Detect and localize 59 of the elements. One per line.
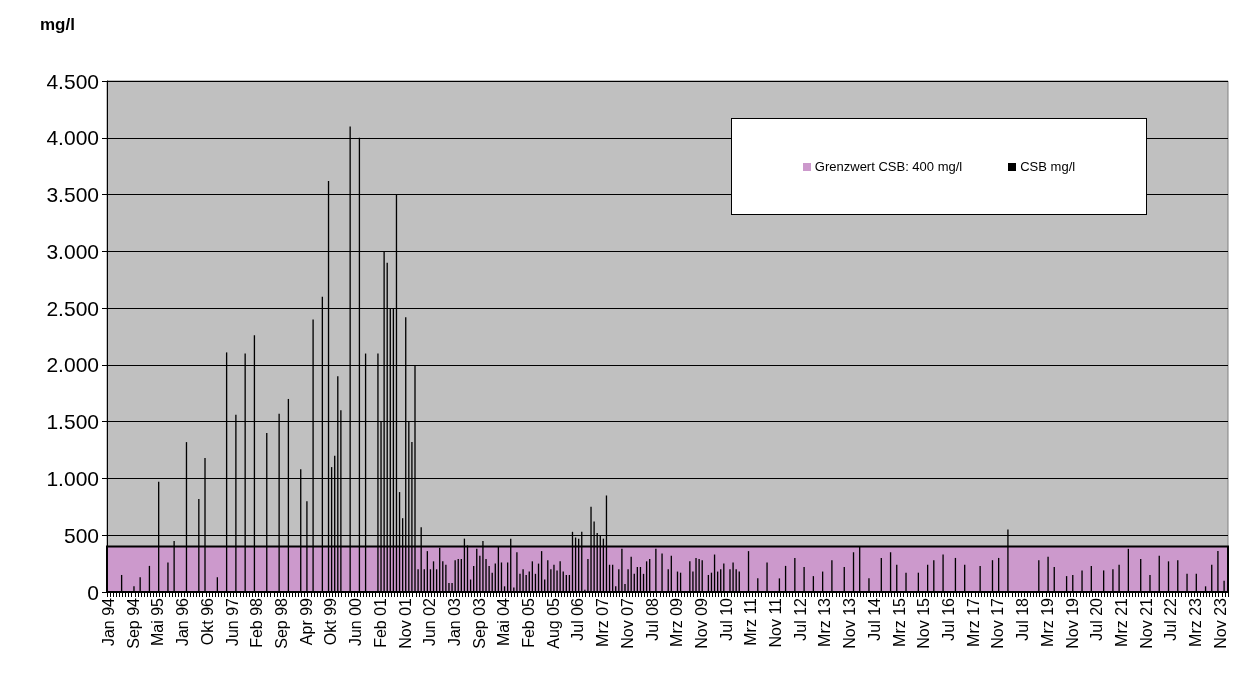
x-tick-label: Sep 94 xyxy=(124,597,142,649)
x-tick-label: Jul 08 xyxy=(643,597,661,641)
x-tick-label: Nov 01 xyxy=(396,597,414,649)
x-tick-label: Sep 03 xyxy=(470,597,488,649)
x-tick-label: Okt 99 xyxy=(322,597,340,646)
x-tick-label: Nov 15 xyxy=(915,597,933,649)
x-tick-label: Mrz 07 xyxy=(594,597,612,647)
x-tick-label: Nov 21 xyxy=(1137,597,1155,649)
x-tick-label: Mrz 19 xyxy=(1038,597,1056,647)
x-tick-label: Jan 03 xyxy=(445,597,463,647)
x-tick-label: Aug 05 xyxy=(544,597,562,649)
x-tick-label: Okt 96 xyxy=(198,597,216,646)
y-tick-label: 1.500 xyxy=(46,410,99,434)
x-tick-label: Jul 14 xyxy=(865,597,883,641)
y-tick-label: 3.500 xyxy=(46,183,99,207)
x-tick-label: Mrz 09 xyxy=(668,597,686,647)
x-tick-label: Jan 94 xyxy=(100,597,118,647)
x-tick-label: Jul 16 xyxy=(940,597,958,641)
x-tick-label: Jun 97 xyxy=(223,597,241,647)
x-tick-label: Mrz 21 xyxy=(1112,597,1130,647)
x-tick-label: Jan 96 xyxy=(174,597,192,647)
x-tick-label: Nov 19 xyxy=(1063,597,1081,649)
x-tick-label: Nov 11 xyxy=(767,597,785,648)
x-tick-label: Jul 12 xyxy=(791,597,809,641)
x-tick-label: Nov 23 xyxy=(1211,597,1229,649)
legend-label: CSB mg/l xyxy=(1020,159,1076,174)
x-tick-label: Jun 00 xyxy=(347,597,365,647)
x-tick-label: Nov 07 xyxy=(618,597,636,649)
y-tick-label: 4.000 xyxy=(46,126,99,150)
x-tick-label: Jul 10 xyxy=(717,597,735,641)
x-tick-label: Jul 06 xyxy=(569,597,587,641)
x-tick-label: Apr 99 xyxy=(297,597,315,646)
x-tick-label: Feb 01 xyxy=(371,597,389,648)
x-tick-label: Sep 98 xyxy=(272,597,290,649)
x-tick-label: Nov 17 xyxy=(989,597,1007,649)
y-tick-label: 2.500 xyxy=(46,296,99,320)
x-tick-label: Mrz 17 xyxy=(964,597,982,647)
x-tick-label: Mai 04 xyxy=(495,597,513,647)
x-tick-label: Mrz 11 xyxy=(742,597,760,646)
x-tick-label: Jun 02 xyxy=(421,597,439,647)
y-axis-title: mg/l xyxy=(40,15,75,34)
y-tick-label: 4.500 xyxy=(46,69,99,93)
y-tick-label: 1.000 xyxy=(46,466,99,490)
x-tick-label: Nov 13 xyxy=(841,597,859,649)
y-tick-label: 2.000 xyxy=(46,353,99,377)
y-tick-label: 3.000 xyxy=(46,239,99,263)
x-tick-label: Nov 09 xyxy=(692,597,710,649)
x-tick-label: Jul 18 xyxy=(1014,597,1032,641)
x-tick-label: Mai 95 xyxy=(149,597,167,647)
x-tick-label: Mrz 13 xyxy=(816,597,834,647)
x-tick-label: Feb 05 xyxy=(520,597,538,648)
x-tick-label: Mrz 23 xyxy=(1187,597,1205,647)
x-tick-label: Mrz 15 xyxy=(890,597,908,647)
x-tick-label: Jul 20 xyxy=(1088,597,1106,641)
x-tick-label: Feb 98 xyxy=(248,597,266,648)
y-tick-label: 0 xyxy=(87,580,99,604)
legend-label: Grenzwert CSB: 400 mg/l xyxy=(814,159,963,174)
x-tick-label: Jul 22 xyxy=(1162,597,1180,641)
y-tick-label: 500 xyxy=(63,523,99,547)
